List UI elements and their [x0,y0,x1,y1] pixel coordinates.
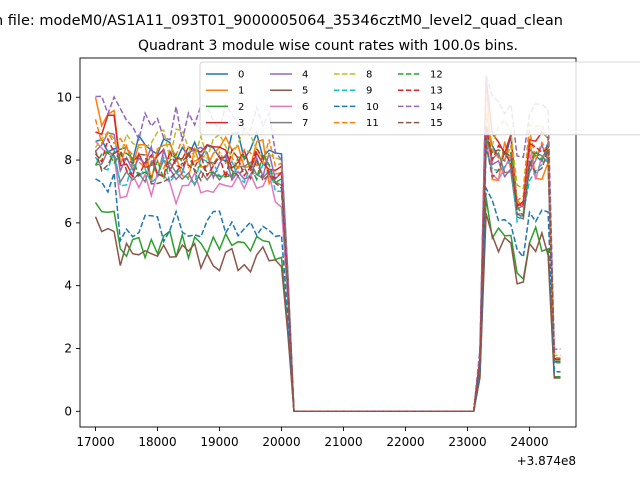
plot-frame [79,57,577,428]
legend-frame [199,61,640,136]
legend-label: 8 [366,70,372,81]
y-tick-label: 6 [64,216,72,230]
legend-label: 15 [430,118,443,129]
legend-label: 12 [430,70,443,81]
legend-label: 1 [238,86,244,97]
x-tick-label: 23000 [448,435,486,449]
x-tick-label: 19000 [200,435,238,449]
x-offset-label: +3.874e8 [517,454,576,468]
legend-label: 4 [302,70,308,81]
x-tick-label: 22000 [386,435,424,449]
chart-title: Quadrant 3 module wise count rates with … [138,38,518,54]
x-tick-label: 24000 [510,435,548,449]
legend-label: 11 [366,118,379,129]
legend-label: 9 [366,86,372,97]
y-tick-label: 10 [57,90,72,104]
figure-suptitle: n file: modeM0/AS1A11_093T01_9000005064_… [0,13,563,29]
y-tick-label: 2 [64,341,72,355]
series-line-15 [94,144,561,413]
x-tick-label: 21000 [324,435,362,449]
legend-label: 5 [302,86,308,97]
legend-label: 6 [302,102,308,113]
legend-label: 10 [366,102,379,113]
legend-label: 3 [238,118,244,129]
series-line-9 [94,149,561,413]
series-line-14 [95,75,561,413]
legend-label: 14 [430,102,443,113]
x-tick-label: 20000 [262,435,300,449]
x-axis: 17000 18000 19000 20000 21000 22000 23000 24000 [76,427,549,449]
x-tick-label: 17000 [76,435,114,449]
y-tick-label: 4 [64,279,72,293]
x-tick-label: 18000 [138,435,176,449]
legend-label: 2 [238,102,244,113]
legend-label: 0 [238,70,244,81]
series-layer [94,75,561,413]
legend-label: 13 [430,86,443,97]
y-axis: 0 2 4 6 8 10 [57,90,80,418]
y-tick-label: 8 [64,153,72,167]
legend-label: 7 [302,118,308,129]
y-tick-label: 0 [64,404,72,418]
